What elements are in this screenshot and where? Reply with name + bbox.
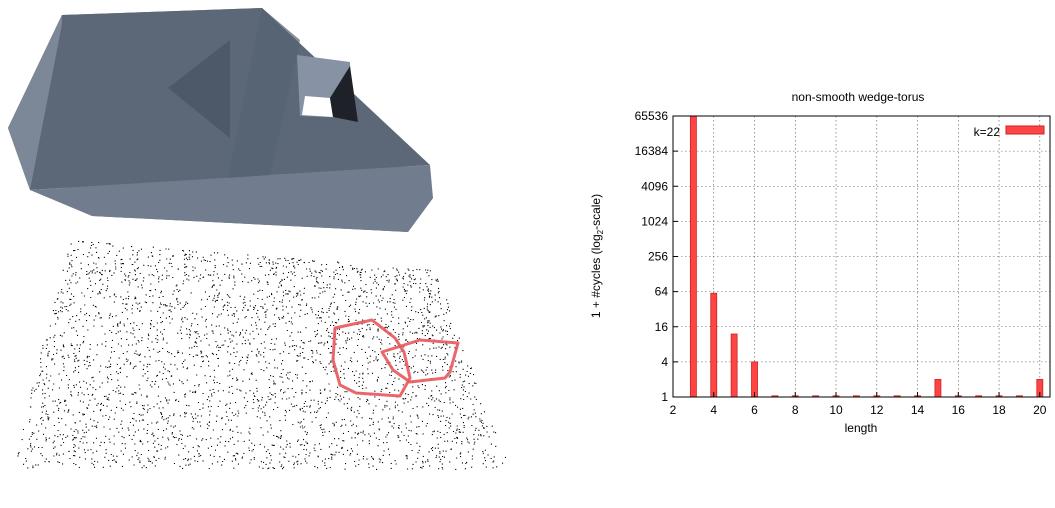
bar xyxy=(689,115,697,398)
point-cloud xyxy=(17,240,506,470)
bar xyxy=(710,292,718,398)
x-tick-label: 10 xyxy=(829,403,843,417)
y-tick-label: 4096 xyxy=(641,179,668,193)
surface-ridge-shadow xyxy=(228,8,300,178)
y-axis-label-prefix: 1 + #cycles (log xyxy=(589,234,603,318)
surface-inner-wedge xyxy=(168,40,230,138)
y-tick-label: 1 xyxy=(661,390,668,404)
y-tick-label: 16 xyxy=(655,320,669,334)
torus-hole-shadow xyxy=(330,66,358,122)
bar xyxy=(730,333,738,398)
surface-left-face xyxy=(8,15,62,190)
x-tick-label: 12 xyxy=(870,403,884,417)
bar xyxy=(751,361,758,398)
y-tick-label: 256 xyxy=(648,250,668,264)
chart-legend: k=22 xyxy=(974,125,1045,139)
x-tick-label: 2 xyxy=(670,403,677,417)
y-tick-label: 65536 xyxy=(635,109,669,123)
y-tick-label: 64 xyxy=(655,285,669,299)
y-tick-label: 1024 xyxy=(641,214,668,228)
y-axis-label: 1 + #cycles (log2-scale) xyxy=(589,194,605,318)
cycles xyxy=(331,318,460,398)
surface-front-face xyxy=(30,165,433,232)
bar xyxy=(934,379,942,398)
y-axis-ticks: 1 4 16 64 256 1024 4096 16384 65536 xyxy=(635,109,678,404)
chart-grid xyxy=(673,116,1050,397)
x-tick-label: 20 xyxy=(1033,403,1047,417)
torus-hole xyxy=(302,96,333,117)
wedge-torus-surface xyxy=(8,8,433,232)
x-tick-label: 16 xyxy=(952,403,966,417)
x-tick-label: 4 xyxy=(710,403,717,417)
x-axis-ticks: 2 4 6 8 10 12 14 16 18 20 xyxy=(670,392,1047,417)
legend-swatch xyxy=(1005,125,1045,135)
y-tick-label: 4 xyxy=(661,355,668,369)
cycle-loop-2 xyxy=(380,338,460,384)
sample-points xyxy=(17,240,506,470)
shape-illustration xyxy=(8,8,506,470)
x-tick-label: 18 xyxy=(992,403,1006,417)
chart-title: non-smooth wedge-torus xyxy=(792,90,925,104)
y-tick-label: 16384 xyxy=(635,144,669,158)
cycle-length-chart: non-smooth wedge-torus 2 4 6 8 10 12 14 16 18 20 … xyxy=(589,90,1051,435)
x-tick-label: 8 xyxy=(792,403,799,417)
y-axis-label-subscript: 2 xyxy=(596,229,605,234)
cycle-loop-1 xyxy=(331,318,412,398)
x-tick-label: 14 xyxy=(911,403,925,417)
legend-label: k=22 xyxy=(974,125,1001,139)
x-axis-label: length xyxy=(845,421,878,435)
y-axis-label-suffix: -scale) xyxy=(589,194,603,230)
x-tick-label: 6 xyxy=(751,403,758,417)
